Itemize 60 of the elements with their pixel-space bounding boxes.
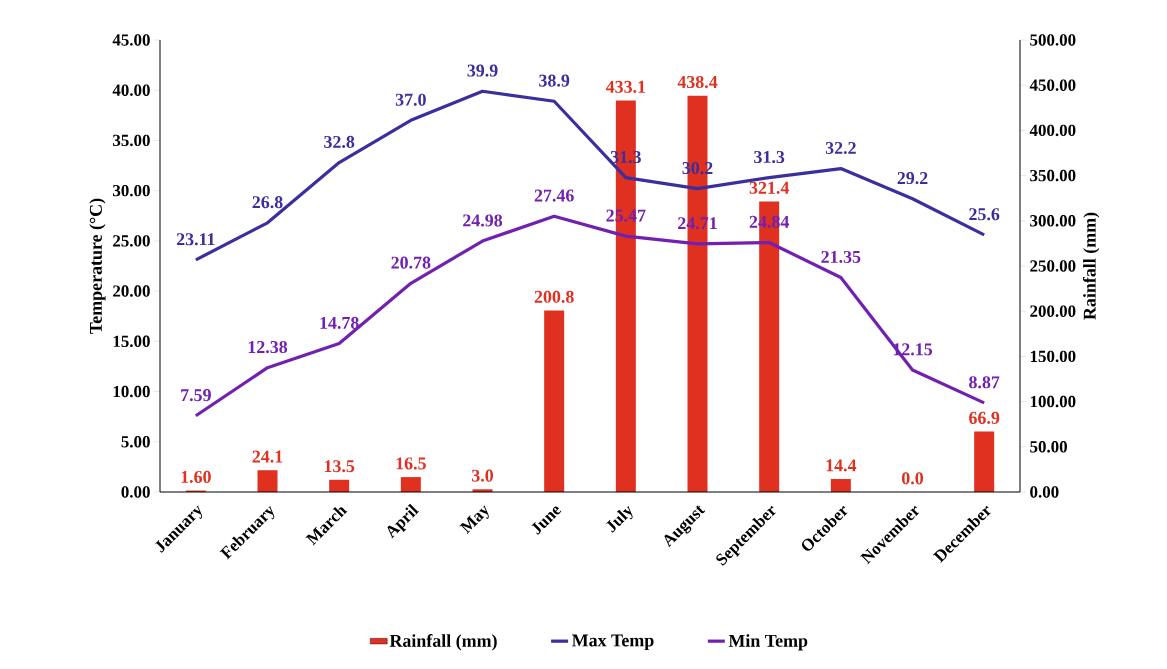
y-tick-label: 10.00: [113, 385, 150, 398]
y-tick-label: 15.00: [113, 335, 150, 348]
data-label: 16.5: [396, 457, 426, 470]
y2-tick-label: 500.00: [1030, 34, 1076, 46]
y2-tick-label: 150.00: [1030, 350, 1076, 363]
data-label: 38.9: [539, 74, 570, 87]
data-label: 21.35: [821, 250, 861, 264]
data-label: 29.2: [897, 172, 928, 185]
data-label: 433.1: [605, 80, 646, 93]
legend-label: Min Temp: [728, 634, 808, 651]
y2-tick-label: 100.00: [1030, 395, 1076, 408]
data-label: 32.8: [324, 135, 355, 149]
data-label: 24.71: [678, 217, 717, 230]
data-label: 14.78: [320, 316, 359, 330]
y2-tick-label: 200.00: [1030, 305, 1076, 317]
y-tick-label: 0.00: [121, 486, 150, 498]
data-label: 26.8: [252, 196, 283, 209]
y-tick-label: 35.00: [113, 134, 150, 147]
data-label: 39.9: [467, 64, 498, 77]
data-label: 200.8: [534, 290, 574, 303]
data-label: 0.0: [901, 472, 924, 485]
x-tick-label: July: [606, 505, 633, 533]
data-label: 37.0: [395, 93, 426, 106]
y2-tick-label: 250.00: [1030, 260, 1076, 272]
y-tick-label: 40.00: [112, 84, 150, 96]
y-tick-label: 25.00: [113, 235, 150, 247]
legend-label: Rainfall (mm): [389, 634, 497, 651]
legend-label: Max Temp: [572, 634, 654, 651]
data-label: 31.3: [754, 150, 785, 164]
data-label: 25.47: [606, 209, 646, 222]
data-label: 321.4: [749, 181, 790, 194]
data-label: 23.11: [176, 233, 215, 246]
data-label: 13.5: [324, 460, 355, 473]
data-label: 14.4: [826, 459, 857, 472]
data-label: 24.84: [749, 215, 790, 228]
data-label: 3.0: [471, 469, 494, 482]
y2-tick-label: 50.00: [1030, 441, 1067, 453]
y-tick-label: 30.00: [113, 184, 150, 197]
data-label: 1.60: [181, 470, 211, 484]
y-tick-label: 5.00: [121, 436, 150, 448]
data-label: 27.46: [534, 189, 574, 202]
data-label: 8.87: [969, 376, 1000, 389]
y-axis-title: Temperature (°C): [89, 198, 106, 334]
data-label: 66.9: [969, 411, 1000, 424]
y2-tick-label: 400.00: [1029, 124, 1076, 137]
data-label: 438.4: [677, 75, 718, 89]
y2-tick-label: 0.00: [1030, 486, 1059, 498]
data-label: 7.59: [181, 389, 211, 402]
y2-axis-title: Rainfall (mm): [1082, 212, 1100, 320]
data-label: 12.38: [248, 340, 288, 354]
y-tick-label: 45.00: [112, 34, 150, 46]
data-label: 20.78: [391, 256, 431, 269]
data-label: 24.1: [252, 450, 283, 463]
data-label: 25.6: [969, 208, 1000, 221]
data-label: 24.98: [463, 214, 503, 227]
y2-tick-label: 350.00: [1030, 169, 1076, 182]
y-tick-label: 20.00: [113, 285, 150, 297]
y2-tick-label: 300.00: [1030, 215, 1076, 227]
y2-tick-label: 450.00: [1029, 79, 1076, 91]
data-label: 32.2: [825, 141, 856, 155]
